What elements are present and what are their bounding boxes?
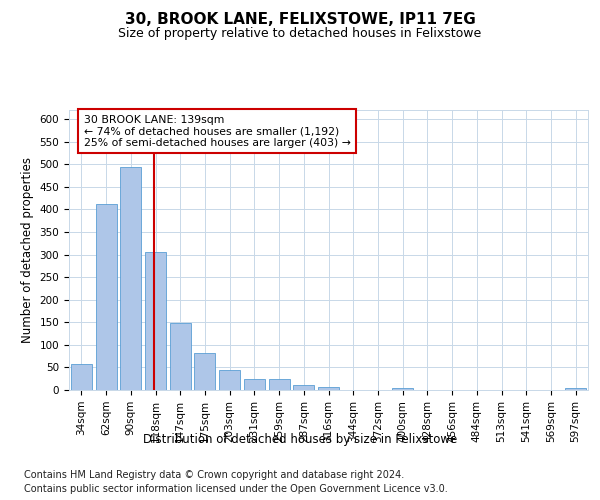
- Bar: [565, 388, 586, 390]
- Bar: [318, 387, 339, 390]
- Text: Contains HM Land Registry data © Crown copyright and database right 2024.: Contains HM Land Registry data © Crown c…: [24, 470, 404, 480]
- Bar: [392, 388, 413, 390]
- Text: 30 BROOK LANE: 139sqm
← 74% of detached houses are smaller (1,192)
25% of semi-d: 30 BROOK LANE: 139sqm ← 74% of detached …: [84, 114, 351, 148]
- Bar: [194, 354, 215, 390]
- Y-axis label: Number of detached properties: Number of detached properties: [21, 157, 34, 343]
- Bar: [244, 379, 265, 390]
- Text: 30, BROOK LANE, FELIXSTOWE, IP11 7EG: 30, BROOK LANE, FELIXSTOWE, IP11 7EG: [125, 12, 475, 28]
- Bar: [269, 379, 290, 390]
- Bar: [170, 323, 191, 390]
- Text: Size of property relative to detached houses in Felixstowe: Size of property relative to detached ho…: [118, 28, 482, 40]
- Bar: [120, 167, 141, 390]
- Bar: [71, 364, 92, 390]
- Bar: [293, 386, 314, 390]
- Bar: [95, 204, 116, 390]
- Text: Contains public sector information licensed under the Open Government Licence v3: Contains public sector information licen…: [24, 484, 448, 494]
- Text: Distribution of detached houses by size in Felixstowe: Distribution of detached houses by size …: [143, 432, 457, 446]
- Bar: [145, 252, 166, 390]
- Bar: [219, 370, 240, 390]
